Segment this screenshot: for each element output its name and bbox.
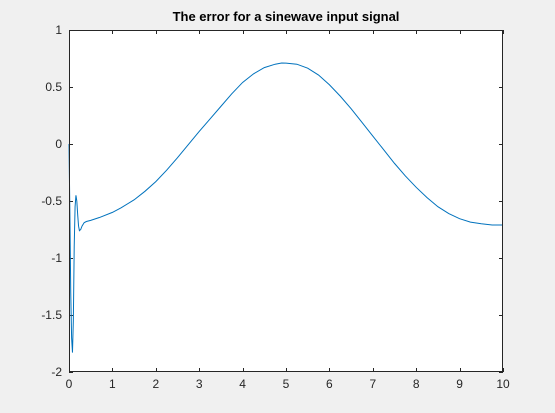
x-tick-label: 2 <box>152 377 159 391</box>
plot-border <box>69 30 503 372</box>
x-tick-label: 7 <box>369 377 376 391</box>
x-tick-label: 6 <box>326 377 333 391</box>
x-tick-label: 8 <box>413 377 420 391</box>
x-tick-label: 10 <box>496 377 510 391</box>
x-tick-label: 0 <box>66 377 73 391</box>
x-tick-label: 1 <box>109 377 116 391</box>
x-tick-label: 3 <box>196 377 203 391</box>
chart-title: The error for a sinewave input signal <box>173 9 400 24</box>
x-tick-label: 5 <box>283 377 290 391</box>
x-tick-labels: 0 1 2 3 4 5 6 7 8 9 10 <box>66 377 510 391</box>
y-tick-labels: -2 -1.5 -1 -0.5 0 0.5 1 <box>41 23 62 379</box>
y-tick-label: -1.5 <box>41 308 62 322</box>
y-tick-label: 0.5 <box>45 80 62 94</box>
y-tick-label: 1 <box>55 23 62 37</box>
y-tick-label: -1 <box>51 251 62 265</box>
y-tick-label: -0.5 <box>41 194 62 208</box>
series-line <box>68 62 503 353</box>
x-tick-label: 9 <box>456 377 463 391</box>
y-tick-label: 0 <box>55 137 62 151</box>
plot-area <box>69 30 503 372</box>
y-tick-label: -2 <box>51 365 62 379</box>
x-tick-label: 4 <box>239 377 246 391</box>
